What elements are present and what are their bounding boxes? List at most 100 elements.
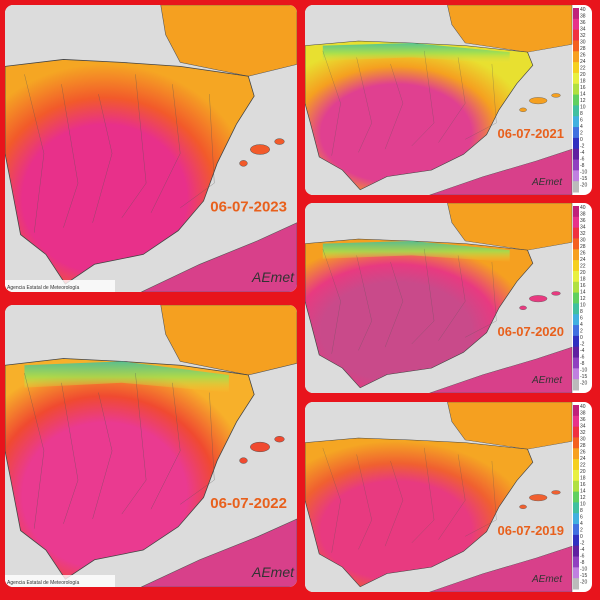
mountains	[322, 241, 510, 262]
map: 06-07-2023 AEmet Agencia Estatal de Meteor…	[5, 5, 297, 292]
agency-box	[5, 575, 115, 587]
colorbar-label: -6	[580, 554, 585, 560]
border-line	[150, 382, 181, 510]
colorbar-label: 38	[580, 411, 586, 417]
colorbar-label: 12	[580, 98, 586, 104]
colorbar-swatch	[573, 127, 579, 139]
colorbar-swatch	[573, 281, 579, 294]
colorbar-swatch	[573, 206, 579, 218]
colorbar-label: 14	[580, 290, 586, 296]
colorbar-label: 30	[580, 238, 586, 244]
border-line	[322, 50, 341, 156]
colorbar-label: 32	[580, 231, 586, 237]
map-land	[305, 402, 573, 592]
africa	[141, 518, 297, 587]
colorbar-label: 20	[580, 270, 586, 276]
border-line	[150, 84, 181, 213]
map-land	[305, 5, 573, 195]
colorbar-swatch	[573, 426, 579, 438]
border-line	[411, 248, 435, 344]
colorbar-label: -10	[580, 368, 587, 374]
island	[529, 494, 548, 502]
island	[519, 305, 527, 310]
colorbar-swatch	[573, 469, 579, 482]
colorbar-label: 0	[580, 534, 583, 540]
colorbar-swatch	[573, 72, 579, 85]
colorbar-swatch	[573, 270, 579, 283]
island	[239, 457, 248, 464]
island	[519, 504, 527, 509]
island	[274, 138, 285, 145]
colorbar-swatch	[573, 368, 579, 380]
island	[551, 490, 561, 495]
iberia	[305, 238, 534, 389]
colorbar-label: -20	[580, 580, 587, 586]
border-line	[322, 447, 341, 553]
border-line	[384, 261, 404, 348]
colorbar-swatch	[573, 18, 579, 31]
colorbar-label: 40	[580, 404, 586, 410]
date-label: 06-07-2020	[498, 324, 565, 339]
colorbar-label: -2	[580, 541, 585, 547]
colorbar-label: 26	[580, 251, 586, 257]
agency: Agencia Estatal de Meteorología	[7, 580, 79, 586]
border-line	[384, 460, 404, 547]
date-label: 06-07-2023	[210, 199, 287, 216]
colorbar-swatch	[573, 137, 579, 150]
colorbar-label: 4	[580, 521, 583, 527]
colorbar-label: 28	[580, 443, 586, 449]
colorbar-label: 28	[580, 46, 586, 52]
colorbar-label: 6	[580, 515, 583, 521]
colorbar-label: -20	[580, 381, 587, 387]
colorbar-swatch	[573, 448, 579, 460]
africa	[429, 545, 573, 592]
iberia	[305, 437, 534, 588]
border-line	[465, 261, 497, 338]
colorbar-swatch	[573, 513, 579, 525]
island	[274, 436, 285, 443]
logo: AEmet	[251, 269, 295, 285]
colorbar-label: 16	[580, 283, 586, 289]
colorbar-label: -6	[580, 157, 585, 163]
colorbar-swatch	[573, 62, 579, 74]
colorbar-swatch	[573, 357, 579, 369]
colorbar-label: 26	[580, 450, 586, 456]
map-panel: 06-07-2021 AEmet 40 38 36 34 32 30 28 26 24 22 20 18 1…	[305, 5, 592, 195]
colorbar-swatch	[573, 567, 579, 579]
colorbar-label: 0	[580, 137, 583, 143]
colorbar-label: 36	[580, 218, 586, 224]
colorbar-label: 22	[580, 66, 586, 72]
colorbar-label: -10	[580, 567, 587, 573]
island	[551, 291, 561, 296]
border-line	[24, 74, 45, 233]
agency-box	[5, 280, 115, 292]
colorbar-label: 8	[580, 111, 583, 117]
colorbar-swatch	[573, 181, 579, 193]
border-line	[465, 460, 497, 537]
map: 06-07-2019AEmet4038363432302826242220181…	[305, 402, 587, 592]
colorbar-label: 30	[580, 437, 586, 443]
map-panel: 06-07-2019 AEmet 40 38 36 34 32 30 28 26 24 22 20 18 1…	[305, 402, 592, 592]
iberia	[5, 358, 255, 580]
colorbar-label: -4	[580, 348, 585, 354]
colorbar-label: -6	[580, 355, 585, 361]
africa	[429, 346, 573, 393]
border-line	[356, 454, 372, 550]
colorbar-swatch	[573, 116, 579, 128]
colorbar-swatch	[573, 346, 579, 359]
island	[551, 93, 561, 98]
border-line	[411, 447, 435, 543]
colorbar-swatch	[573, 29, 579, 41]
colorbar-label: -15	[580, 573, 587, 579]
border-line	[180, 392, 215, 505]
colorbar-label: 4	[580, 322, 583, 328]
border-line	[384, 63, 404, 150]
border-line	[322, 248, 341, 354]
island	[250, 144, 270, 155]
colorbar-label: -15	[580, 176, 587, 182]
colorbar-swatch	[573, 545, 579, 558]
africa	[141, 222, 297, 292]
africa	[429, 148, 573, 195]
date-label: 06-07-2019	[498, 523, 565, 538]
colorbar-label: 14	[580, 489, 586, 495]
